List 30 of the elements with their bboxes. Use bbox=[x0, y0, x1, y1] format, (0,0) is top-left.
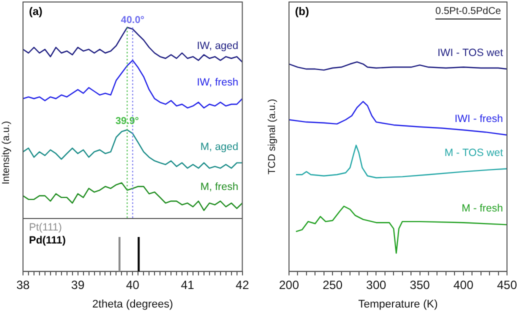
x-tick-label: 400 bbox=[453, 278, 474, 292]
ref-line-label: Pd(111) bbox=[29, 234, 66, 246]
x-tick-label: 300 bbox=[366, 278, 387, 292]
x-tick-label: 39 bbox=[71, 278, 85, 292]
series-label: IWI - fresh bbox=[454, 113, 504, 126]
series-label: IW, aged bbox=[196, 40, 238, 52]
ref-line-label: Pt(111) bbox=[29, 221, 62, 234]
x-tick-label: 42 bbox=[236, 278, 250, 292]
annotation: 39.9° bbox=[115, 116, 139, 127]
x-tick-label: 200 bbox=[278, 278, 300, 292]
x-tick-label: 450 bbox=[496, 278, 518, 292]
series-label: M - fresh bbox=[462, 202, 504, 215]
series-label: IW, fresh bbox=[196, 76, 238, 89]
x-tick-label: 40 bbox=[126, 278, 140, 292]
x-tick-label: 250 bbox=[322, 278, 343, 292]
text: 0.5Pt-0.5PdCe bbox=[435, 6, 502, 17]
series-label: M, fresh bbox=[200, 181, 238, 194]
chart-title: (a) bbox=[29, 6, 43, 18]
x-tick-label: 350 bbox=[410, 278, 430, 292]
y-axis-title: Intensity (a.u.) bbox=[1, 121, 12, 184]
series-label: M - TOS wet bbox=[444, 146, 504, 159]
annotation: 40.0° bbox=[120, 15, 144, 26]
series-label: IWI - TOS wet bbox=[437, 47, 504, 60]
x-tick-label: 38 bbox=[16, 278, 30, 292]
x-axis-title: 2theta (degrees) bbox=[92, 298, 174, 310]
series-label: M, aged bbox=[200, 140, 238, 153]
x-tick-label: 41 bbox=[180, 278, 194, 292]
y-axis-title: TCD signal (a.u.) bbox=[267, 98, 278, 174]
chart-title: (b) bbox=[295, 6, 310, 18]
x-axis-title: Temperature (K) bbox=[358, 298, 438, 310]
